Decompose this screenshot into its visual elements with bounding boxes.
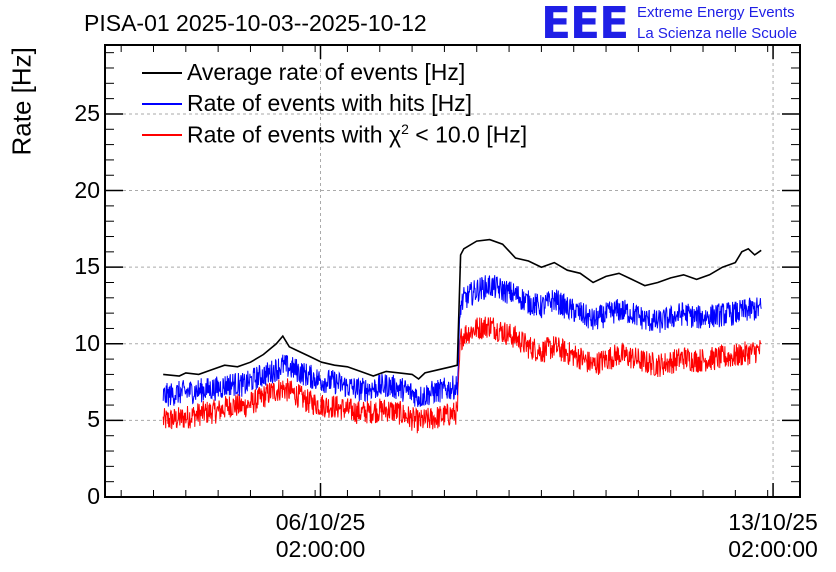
x-tick-date: 06/10/25 [275, 509, 366, 535]
chart-series [162, 238, 762, 434]
y-tick-label: 5 [87, 406, 100, 433]
y-tick-label: 15 [74, 253, 100, 280]
chart-title: PISA-01 2025-10-03--2025-10-12 [84, 10, 427, 36]
eee-logo: EEE [541, 0, 629, 49]
series-line-2 [162, 316, 762, 434]
y-tick-label: 25 [74, 99, 100, 126]
y-tick-label: 10 [74, 329, 100, 356]
legend-label-hits: Rate of events with hits [Hz] [187, 90, 473, 116]
grid-lines [105, 45, 800, 497]
y-tick-label: 0 [87, 483, 100, 509]
legend-swatch-chi2 [142, 134, 182, 136]
legend-label-chi2-sup: 2 [401, 121, 409, 137]
y-axis-label: Rate [Hz] [6, 47, 37, 156]
x-tick-label: 13/10/25 02:00:00 [703, 509, 836, 563]
x-tick-time: 02:00:00 [275, 536, 366, 562]
series-line-0 [163, 238, 762, 381]
x-tick-date: 13/10/25 [728, 509, 818, 535]
legend-label-chi2-pre: Rate of events with χ [187, 121, 402, 148]
plot-frame [104, 44, 801, 498]
x-tick-time: 02:00:00 [728, 536, 818, 562]
legend-swatch-hits [142, 103, 182, 105]
y-tick-label: 20 [74, 176, 100, 203]
org-name-line2: La Scienza nelle Scuole [637, 25, 798, 42]
legend-label-chi2-post: < 10.0 [Hz] [408, 121, 528, 148]
org-name-line1: Extreme Energy Events [637, 4, 795, 21]
series-line-1 [162, 275, 762, 407]
legend-label-chi2: Rate of events with χ2 < 10.0 [Hz] [187, 121, 527, 149]
legend-label-average: Average rate of events [Hz] [187, 59, 466, 85]
axis-ticks [105, 45, 801, 498]
x-tick-label: 06/10/25 02:00:00 [251, 509, 391, 563]
legend-swatch-average [142, 72, 182, 74]
